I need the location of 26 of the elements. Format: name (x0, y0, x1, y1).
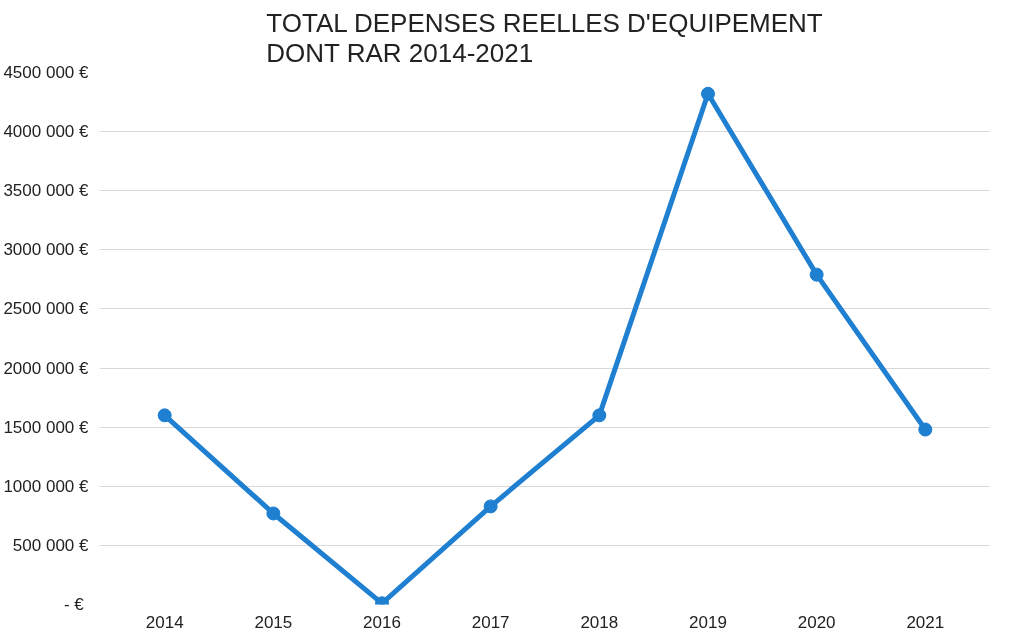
x-tick-label: 2015 (254, 612, 293, 632)
point (700, 86, 715, 101)
point (809, 267, 824, 282)
y-tick-label: - € (63, 595, 85, 614)
x-tick-label: 2021 (906, 612, 945, 632)
point (157, 408, 172, 423)
y-tick-label: 4500 000 € (3, 63, 90, 82)
point (483, 499, 498, 514)
y-tick-label: 3500 000 € (3, 181, 90, 201)
y-tick-label: 1500 000 € (3, 417, 90, 437)
x-tick-label: 2017 (471, 612, 510, 632)
x-tick-label: 2018 (580, 612, 619, 632)
x-tick-label: 2020 (797, 612, 836, 632)
point (918, 422, 933, 437)
y-tick-label: 2500 000 € (3, 299, 90, 319)
x-tick-label: 2014 (145, 612, 184, 632)
y-tick-label: 1000 000 € (3, 476, 90, 496)
x-tick-label: 2019 (689, 612, 727, 632)
y-tick-label: 3000 000 € (3, 240, 90, 260)
point (266, 506, 281, 521)
y-tick-label: 2000 000 € (3, 358, 90, 378)
chart-title: TOTAL DEPENSES REELLES D'EQUIPEMENT DONT RAR 2014-2021 (266, 7, 823, 68)
y-tick-label: 4000 000 € (3, 122, 90, 142)
x-tick-label: 2016 (363, 612, 401, 632)
y-tick-label: 500 000 € (12, 535, 90, 555)
point (592, 408, 607, 423)
